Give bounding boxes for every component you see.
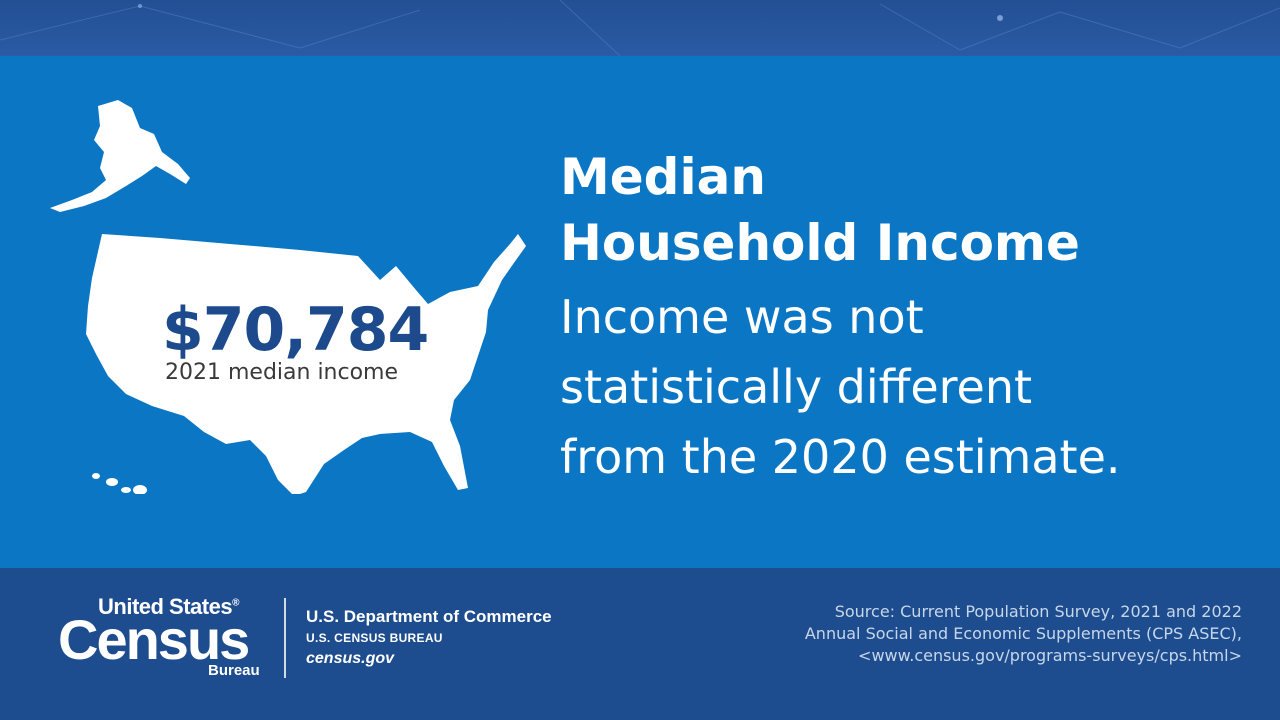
headline-line-1: Median <box>560 148 766 206</box>
subtext-line-1: Income was not <box>560 290 924 344</box>
footer: United States® Census Bureau U.S. Depart… <box>0 568 1280 720</box>
source-line-1: Source: Current Population Survey, 2021 … <box>834 602 1242 621</box>
census-bureau-logo: United States® Census Bureau <box>58 594 268 684</box>
department-block: U.S. Department of Commerce U.S. CENSUS … <box>306 606 552 670</box>
top-decorative-band <box>0 0 1280 56</box>
source-line-3[interactable]: <www.census.gov/programs-surveys/cps.htm… <box>858 646 1242 665</box>
headline-line-2: Household Income <box>560 214 1080 272</box>
logo-line-1: United States® <box>98 594 239 619</box>
median-income-caption: 2021 median income <box>165 360 399 385</box>
subtext-line-3: from the 2020 estimate. <box>560 430 1121 484</box>
department-name: U.S. Department of Commerce <box>306 607 552 626</box>
network-pattern <box>0 0 1280 56</box>
us-map-icon <box>50 100 526 494</box>
logo-line-2: Census <box>58 608 250 671</box>
subtext: Income was not statistically different f… <box>560 282 1260 492</box>
footer-divider <box>284 598 286 678</box>
subtext-line-2: statistically different <box>560 360 1033 414</box>
source-line-2: Annual Social and Economic Supplements (… <box>804 624 1242 643</box>
headline: Median Household Income <box>560 144 1260 276</box>
website-link[interactable]: census.gov <box>306 650 395 667</box>
main-panel: $70,784 2021 median income Median Househ… <box>0 56 1280 568</box>
logo-line-3: Bureau <box>208 662 260 679</box>
source-note: Source: Current Population Survey, 2021 … <box>642 601 1242 667</box>
median-income-amount: $70,784 <box>162 295 429 365</box>
bureau-name: U.S. CENSUS BUREAU <box>306 631 443 645</box>
